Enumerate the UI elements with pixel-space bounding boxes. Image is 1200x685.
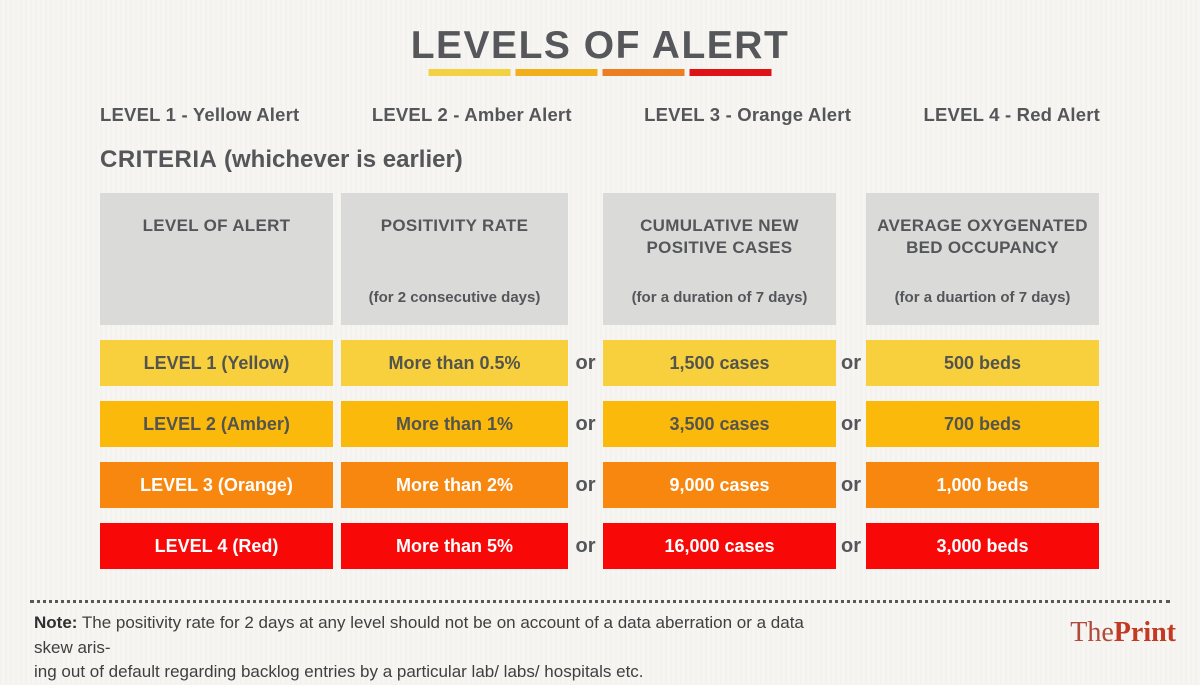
beds-cell: 700 beds [866,401,1099,447]
footnote-line2: ing out of default regarding backlog ent… [34,662,644,682]
or-connector: or [841,473,861,496]
level-cell: LEVEL 3 (Orange) [100,462,333,508]
alert-criteria-table: LEVEL OF ALERT POSITIVITY RATE (for 2 co… [100,193,1100,584]
positivity-cell: More than 0.5% [341,340,568,386]
legend-level-2: LEVEL 2 - Amber Alert [371,104,572,125]
page-title: LEVELS OF ALERT [410,24,790,67]
positivity-cell: More than 1% [341,401,568,447]
footnote-line1: The positivity rate for 2 days at any le… [34,613,804,657]
level-cell: LEVEL 2 (Amber) [100,401,333,447]
header-title: POSITIVITY RATE [380,216,529,235]
dotted-divider [30,600,1170,603]
level-cell: LEVEL 4 (Red) [100,523,333,569]
table-row-level-1: LEVEL 1 (Yellow) More than 0.5% or 1,500… [100,340,1100,386]
beds-cell: 1,000 beds [866,462,1099,508]
header-positivity-rate: POSITIVITY RATE (for 2 consecutive days) [341,193,568,325]
cases-cell: 1,500 cases [603,340,836,386]
header-subtitle: (for a duration of 7 days) [631,288,808,306]
criteria-label: CRITERIA [100,146,218,173]
alert-levels-legend: LEVEL 1 - Yellow Alert LEVEL 2 - Amber A… [100,104,1100,126]
column-gap [333,523,341,569]
or-connector: or [841,351,861,374]
legend-level-1: LEVEL 1 - Yellow Alert [100,104,300,125]
beds-cell: 500 beds [866,340,1099,386]
level-cell: LEVEL 1 (Yellow) [100,340,333,386]
column-gap [333,340,341,386]
or-connector: or [841,534,861,557]
cases-cell: 16,000 cases [603,523,836,569]
legend-level-4: LEVEL 4 - Red Alert [923,104,1100,125]
theprint-logo: ThePrint [1070,617,1176,649]
or-connector: or [841,412,861,435]
or-connector: or [575,534,596,557]
criteria-heading: CRITERIA (whichever is earlier) [100,146,463,174]
cases-cell: 9,000 cases [603,462,836,508]
logo-print: Print [1113,617,1176,648]
cases-cell: 3,500 cases [603,401,836,447]
underline-segment-yellow [428,69,511,76]
header-cumulative-cases: CUMULATIVE NEW POSITIVE CASES (for a dur… [603,193,836,325]
table-row-level-2: LEVEL 2 (Amber) More than 1% or 3,500 ca… [100,401,1100,447]
footnote: Note: The positivity rate for 2 days at … [34,611,834,685]
table-header-row: LEVEL OF ALERT POSITIVITY RATE (for 2 co… [100,193,1100,325]
table-row-level-3: LEVEL 3 (Orange) More than 2% or 9,000 c… [100,462,1100,508]
table-row-level-4: LEVEL 4 (Red) More than 5% or 16,000 cas… [100,523,1100,569]
or-connector: or [575,351,596,374]
header-bed-occupancy: AVERAGE OXYGENATED BED OCCUPANCY (for a … [866,193,1099,325]
column-gap [568,193,603,325]
or-connector: or [575,473,596,496]
legend-level-3: LEVEL 3 - Orange Alert [644,104,852,125]
or-connector: or [575,412,596,435]
header-title: LEVEL OF ALERT [142,216,291,235]
beds-cell: 3,000 beds [866,523,1099,569]
underline-segment-orange [602,69,685,76]
header-title: CUMULATIVE NEW POSITIVE CASES [640,216,799,258]
title-underline [428,69,772,76]
column-gap [333,193,341,325]
header-subtitle: (for a duartion of 7 days) [894,288,1071,306]
column-gap [333,462,341,508]
positivity-cell: More than 5% [341,523,568,569]
column-gap [333,401,341,447]
header-title: AVERAGE OXYGENATED BED OCCUPANCY [877,216,1088,258]
positivity-cell: More than 2% [341,462,568,508]
footnote-label: Note: [34,613,78,632]
underline-segment-red [689,69,772,76]
header-level-of-alert: LEVEL OF ALERT [100,193,333,325]
column-gap [836,193,866,325]
underline-segment-amber [515,69,598,76]
logo-the: The [1070,617,1114,648]
criteria-qualifier: (whichever is earlier) [224,146,463,173]
header-subtitle: (for 2 consecutive days) [368,288,541,306]
